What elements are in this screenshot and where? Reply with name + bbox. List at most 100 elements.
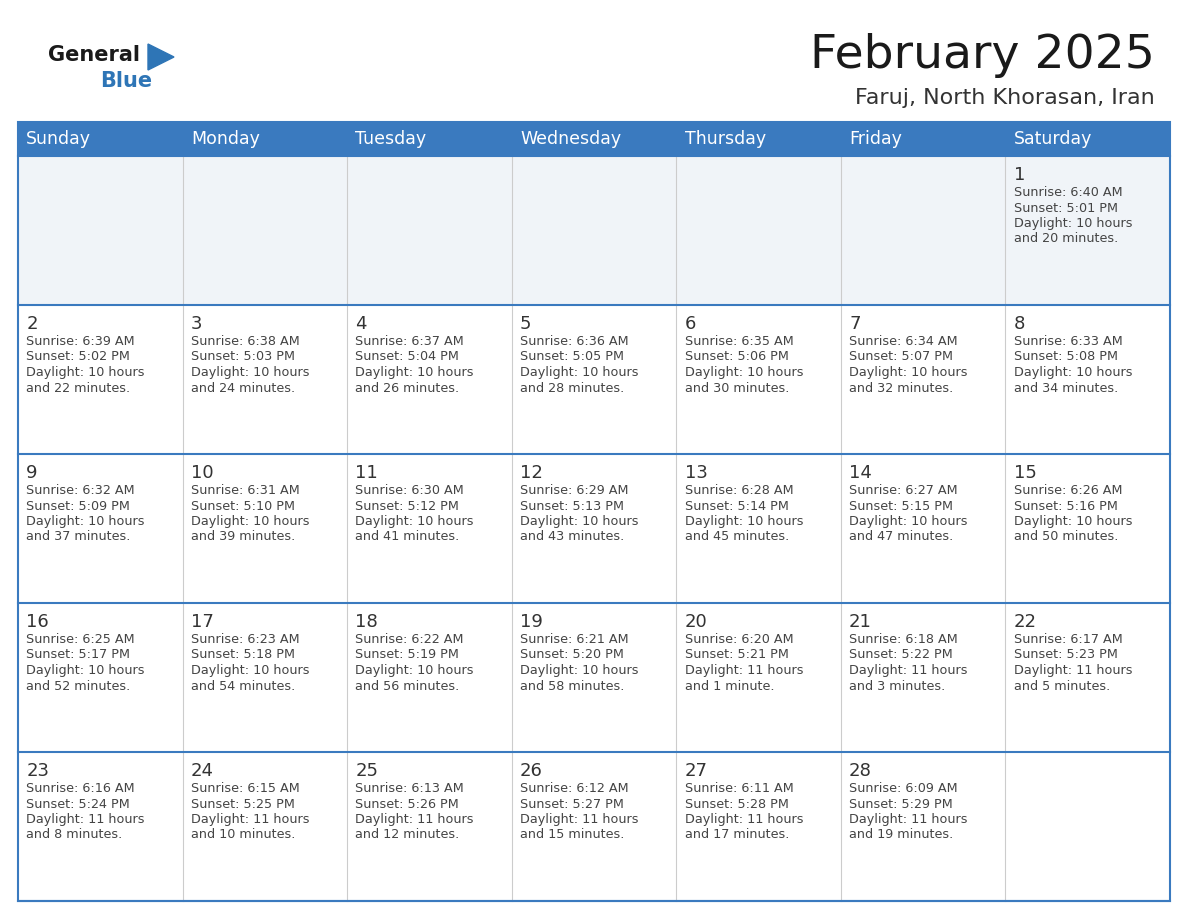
Text: Daylight: 10 hours: Daylight: 10 hours (1013, 217, 1132, 230)
Text: Sunrise: 6:17 AM: Sunrise: 6:17 AM (1013, 633, 1123, 646)
Text: and 20 minutes.: and 20 minutes. (1013, 232, 1118, 245)
Text: Daylight: 11 hours: Daylight: 11 hours (355, 813, 474, 826)
Text: Sunset: 5:10 PM: Sunset: 5:10 PM (191, 499, 295, 512)
Text: Sunrise: 6:37 AM: Sunrise: 6:37 AM (355, 335, 465, 348)
Text: Saturday: Saturday (1013, 130, 1092, 148)
Bar (18, 305, 1170, 454)
Text: Sunrise: 6:33 AM: Sunrise: 6:33 AM (1013, 335, 1123, 348)
Polygon shape (148, 44, 173, 70)
Text: Sunset: 5:15 PM: Sunset: 5:15 PM (849, 499, 953, 512)
Text: Sunrise: 6:38 AM: Sunrise: 6:38 AM (191, 335, 299, 348)
Text: 1: 1 (1013, 166, 1025, 184)
Text: Sunrise: 6:15 AM: Sunrise: 6:15 AM (191, 782, 299, 795)
Text: Faruj, North Khorasan, Iran: Faruj, North Khorasan, Iran (855, 88, 1155, 108)
Text: Sunset: 5:28 PM: Sunset: 5:28 PM (684, 798, 789, 811)
Text: and 28 minutes.: and 28 minutes. (520, 382, 624, 395)
Text: Sunset: 5:23 PM: Sunset: 5:23 PM (1013, 648, 1118, 662)
Text: Sunrise: 6:34 AM: Sunrise: 6:34 AM (849, 335, 958, 348)
Text: Daylight: 10 hours: Daylight: 10 hours (684, 366, 803, 379)
Text: and 1 minute.: and 1 minute. (684, 679, 775, 692)
Text: Daylight: 10 hours: Daylight: 10 hours (191, 366, 309, 379)
Text: Sunrise: 6:22 AM: Sunrise: 6:22 AM (355, 633, 463, 646)
Text: Daylight: 10 hours: Daylight: 10 hours (849, 515, 967, 528)
Text: 10: 10 (191, 464, 214, 482)
Text: and 17 minutes.: and 17 minutes. (684, 829, 789, 842)
Text: Daylight: 10 hours: Daylight: 10 hours (849, 366, 967, 379)
Text: 8: 8 (1013, 315, 1025, 333)
Text: Tuesday: Tuesday (355, 130, 426, 148)
Text: Sunrise: 6:26 AM: Sunrise: 6:26 AM (1013, 484, 1123, 497)
Text: and 19 minutes.: and 19 minutes. (849, 829, 953, 842)
Text: Daylight: 10 hours: Daylight: 10 hours (26, 664, 145, 677)
Text: Daylight: 10 hours: Daylight: 10 hours (355, 664, 474, 677)
Text: 21: 21 (849, 613, 872, 631)
Text: 18: 18 (355, 613, 378, 631)
Text: and 26 minutes.: and 26 minutes. (355, 382, 460, 395)
Bar (18, 454, 1170, 603)
Text: 4: 4 (355, 315, 367, 333)
Text: Sunset: 5:05 PM: Sunset: 5:05 PM (520, 351, 624, 364)
Text: Daylight: 10 hours: Daylight: 10 hours (520, 664, 638, 677)
Text: Daylight: 11 hours: Daylight: 11 hours (520, 813, 638, 826)
Text: and 39 minutes.: and 39 minutes. (191, 531, 295, 543)
Text: Daylight: 11 hours: Daylight: 11 hours (849, 813, 967, 826)
Text: Daylight: 11 hours: Daylight: 11 hours (849, 664, 967, 677)
Text: and 5 minutes.: and 5 minutes. (1013, 679, 1110, 692)
Bar (18, 603, 1170, 752)
Text: 6: 6 (684, 315, 696, 333)
Text: Daylight: 11 hours: Daylight: 11 hours (1013, 664, 1132, 677)
Text: 15: 15 (1013, 464, 1037, 482)
Text: Sunrise: 6:30 AM: Sunrise: 6:30 AM (355, 484, 465, 497)
Text: 20: 20 (684, 613, 707, 631)
Text: Sunset: 5:13 PM: Sunset: 5:13 PM (520, 499, 624, 512)
Text: 24: 24 (191, 762, 214, 780)
Text: Sunrise: 6:18 AM: Sunrise: 6:18 AM (849, 633, 958, 646)
Text: Sunset: 5:02 PM: Sunset: 5:02 PM (26, 351, 131, 364)
Text: Sunrise: 6:32 AM: Sunrise: 6:32 AM (26, 484, 135, 497)
Text: Sunrise: 6:25 AM: Sunrise: 6:25 AM (26, 633, 135, 646)
Text: February 2025: February 2025 (810, 32, 1155, 77)
Text: 2: 2 (26, 315, 38, 333)
Text: Sunrise: 6:29 AM: Sunrise: 6:29 AM (520, 484, 628, 497)
Text: Daylight: 10 hours: Daylight: 10 hours (26, 366, 145, 379)
Text: Daylight: 10 hours: Daylight: 10 hours (191, 515, 309, 528)
Text: Sunset: 5:26 PM: Sunset: 5:26 PM (355, 798, 459, 811)
Text: Friday: Friday (849, 130, 902, 148)
Bar (18, 122, 1170, 901)
Text: and 3 minutes.: and 3 minutes. (849, 679, 946, 692)
Text: 25: 25 (355, 762, 378, 780)
Text: Sunset: 5:09 PM: Sunset: 5:09 PM (26, 499, 131, 512)
Text: Sunset: 5:19 PM: Sunset: 5:19 PM (355, 648, 460, 662)
Text: and 58 minutes.: and 58 minutes. (520, 679, 625, 692)
Text: 14: 14 (849, 464, 872, 482)
Text: 9: 9 (26, 464, 38, 482)
Text: 17: 17 (191, 613, 214, 631)
Text: 7: 7 (849, 315, 860, 333)
Text: Sunrise: 6:39 AM: Sunrise: 6:39 AM (26, 335, 135, 348)
Text: and 24 minutes.: and 24 minutes. (191, 382, 295, 395)
Text: Sunset: 5:12 PM: Sunset: 5:12 PM (355, 499, 460, 512)
Text: Daylight: 10 hours: Daylight: 10 hours (684, 515, 803, 528)
Text: and 45 minutes.: and 45 minutes. (684, 531, 789, 543)
Text: Sunset: 5:06 PM: Sunset: 5:06 PM (684, 351, 789, 364)
Text: and 41 minutes.: and 41 minutes. (355, 531, 460, 543)
Text: Sunset: 5:17 PM: Sunset: 5:17 PM (26, 648, 131, 662)
Text: Wednesday: Wednesday (520, 130, 621, 148)
Text: Sunrise: 6:11 AM: Sunrise: 6:11 AM (684, 782, 794, 795)
Text: Daylight: 11 hours: Daylight: 11 hours (684, 664, 803, 677)
Text: and 12 minutes.: and 12 minutes. (355, 829, 460, 842)
Bar (18, 122, 1170, 156)
Text: and 32 minutes.: and 32 minutes. (849, 382, 953, 395)
Text: Sunset: 5:27 PM: Sunset: 5:27 PM (520, 798, 624, 811)
Bar (18, 752, 1170, 901)
Text: Daylight: 11 hours: Daylight: 11 hours (26, 813, 145, 826)
Text: Sunset: 5:24 PM: Sunset: 5:24 PM (26, 798, 129, 811)
Text: Daylight: 10 hours: Daylight: 10 hours (191, 664, 309, 677)
Text: Sunset: 5:03 PM: Sunset: 5:03 PM (191, 351, 295, 364)
Text: Sunrise: 6:16 AM: Sunrise: 6:16 AM (26, 782, 135, 795)
Text: Sunrise: 6:40 AM: Sunrise: 6:40 AM (1013, 186, 1123, 199)
Text: Thursday: Thursday (684, 130, 765, 148)
Text: Sunrise: 6:31 AM: Sunrise: 6:31 AM (191, 484, 299, 497)
Text: 16: 16 (26, 613, 49, 631)
Text: Sunset: 5:08 PM: Sunset: 5:08 PM (1013, 351, 1118, 364)
